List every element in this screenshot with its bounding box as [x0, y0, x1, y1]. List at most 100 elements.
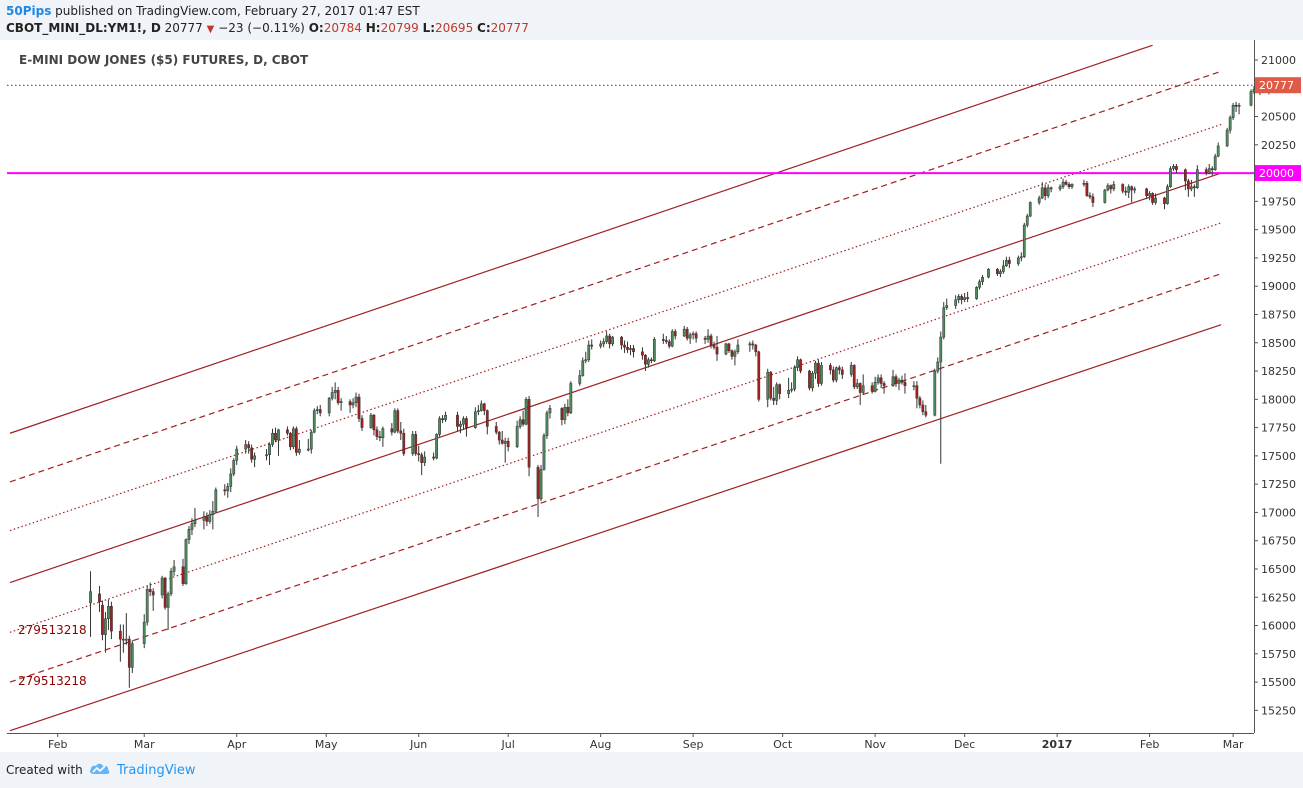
candle[interactable] — [330, 392, 334, 399]
candle[interactable] — [817, 362, 820, 384]
candle[interactable] — [605, 335, 609, 342]
candle[interactable] — [1037, 197, 1041, 203]
candle[interactable] — [474, 411, 477, 428]
candle[interactable] — [524, 399, 528, 425]
candle[interactable] — [882, 383, 886, 386]
candle[interactable] — [271, 432, 274, 445]
candle[interactable] — [357, 396, 361, 419]
candle[interactable] — [151, 591, 155, 596]
candle[interactable] — [1225, 129, 1229, 147]
candle[interactable] — [652, 339, 656, 362]
candle[interactable] — [441, 418, 444, 420]
candle[interactable] — [545, 412, 549, 436]
candle[interactable] — [318, 409, 322, 414]
candle[interactable] — [1028, 202, 1032, 217]
candle[interactable] — [1022, 224, 1026, 258]
candle[interactable] — [811, 373, 814, 389]
candle[interactable] — [766, 371, 770, 400]
candle[interactable] — [348, 401, 352, 406]
candle[interactable] — [536, 466, 540, 500]
candle[interactable] — [733, 351, 737, 357]
candle[interactable] — [748, 343, 752, 346]
candle[interactable] — [831, 369, 835, 381]
candle[interactable] — [315, 409, 319, 411]
candle[interactable] — [184, 539, 188, 584]
candle[interactable] — [787, 390, 790, 394]
candle[interactable] — [790, 388, 793, 391]
candle[interactable] — [754, 344, 758, 353]
candle[interactable] — [566, 406, 570, 414]
candle[interactable] — [548, 408, 552, 414]
candle[interactable] — [1133, 188, 1137, 191]
candle[interactable] — [873, 382, 877, 392]
candle[interactable] — [751, 343, 755, 346]
candle[interactable] — [840, 369, 844, 375]
candle[interactable] — [1154, 197, 1157, 203]
candle[interactable] — [829, 365, 832, 371]
candle[interactable] — [1184, 169, 1187, 182]
candle[interactable] — [169, 570, 173, 595]
candle[interactable] — [1025, 215, 1029, 226]
candle[interactable] — [1192, 186, 1196, 189]
candle[interactable] — [1130, 186, 1134, 191]
candle[interactable] — [715, 347, 719, 355]
candle[interactable] — [1186, 180, 1190, 190]
candle[interactable] — [1109, 185, 1113, 190]
candle[interactable] — [235, 448, 239, 461]
candle[interactable] — [223, 489, 227, 492]
candle[interactable] — [205, 516, 209, 522]
candle[interactable] — [1216, 145, 1220, 157]
candle[interactable] — [1088, 195, 1092, 198]
candle[interactable] — [834, 367, 838, 381]
candle[interactable] — [641, 351, 644, 356]
candle[interactable] — [432, 456, 435, 459]
candle[interactable] — [670, 331, 674, 347]
candle[interactable] — [808, 370, 811, 389]
candle[interactable] — [101, 604, 104, 635]
candle[interactable] — [274, 432, 277, 441]
candle[interactable] — [903, 382, 907, 386]
candle[interactable] — [661, 339, 665, 341]
candle[interactable] — [918, 397, 922, 406]
candle[interactable] — [515, 426, 519, 448]
price-chart[interactable]: 15250 15500 15750 16000 16250 16500 16750 17000… — [0, 40, 1303, 752]
candle[interactable] — [336, 390, 340, 403]
candle[interactable] — [945, 305, 949, 308]
channel-line-solid[interactable] — [9, 44, 1153, 434]
candle[interactable] — [703, 337, 707, 340]
candle[interactable] — [211, 511, 215, 515]
candle[interactable] — [578, 375, 582, 384]
channel-line-dashed[interactable] — [9, 70, 1222, 483]
candle[interactable] — [482, 403, 486, 411]
candle[interactable] — [1121, 184, 1125, 192]
candle[interactable] — [375, 429, 379, 437]
candle[interactable] — [712, 344, 716, 348]
candle[interactable] — [369, 414, 373, 428]
candle[interactable] — [644, 354, 647, 365]
candle[interactable] — [960, 296, 964, 301]
candle[interactable] — [861, 385, 865, 393]
candle[interactable] — [891, 376, 895, 386]
candle[interactable] — [1067, 184, 1071, 187]
candle[interactable] — [339, 401, 343, 403]
candle[interactable] — [148, 589, 152, 592]
candle[interactable] — [691, 333, 695, 336]
candle[interactable] — [897, 379, 901, 384]
candle[interactable] — [1046, 187, 1050, 196]
candle[interactable] — [1151, 193, 1154, 203]
candle[interactable] — [462, 418, 465, 425]
candle[interactable] — [399, 430, 403, 434]
candle[interactable] — [378, 436, 382, 439]
candle[interactable] — [1091, 196, 1095, 203]
candle[interactable] — [286, 429, 289, 434]
candle[interactable] — [1070, 184, 1074, 187]
candle[interactable] — [494, 426, 498, 433]
candle[interactable] — [107, 606, 110, 620]
candle[interactable] — [685, 328, 689, 339]
candle[interactable] — [849, 365, 853, 375]
candle[interactable] — [1237, 104, 1241, 107]
candle[interactable] — [1228, 117, 1232, 131]
candle[interactable] — [682, 328, 686, 337]
candle[interactable] — [569, 383, 573, 414]
candle[interactable] — [542, 435, 546, 470]
